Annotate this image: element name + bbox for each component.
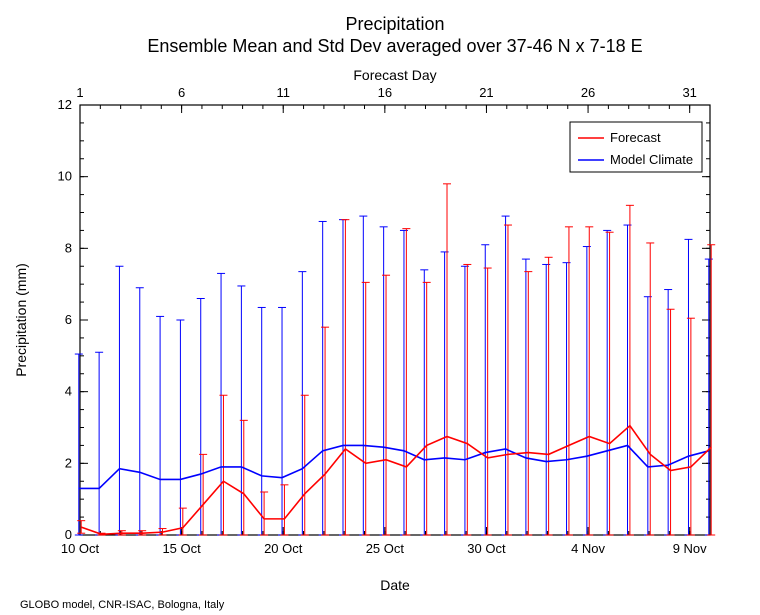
x-tick-label: 10 Oct <box>61 541 100 556</box>
footer-text: GLOBO model, CNR-ISAC, Bologna, Italy <box>20 599 225 611</box>
y-tick-label: 10 <box>58 169 72 184</box>
x-top-tick-label: 31 <box>682 85 696 100</box>
x-tick-label: 9 Nov <box>673 541 707 556</box>
y-tick-label: 6 <box>65 312 72 327</box>
y-tick-label: 0 <box>65 527 72 542</box>
y-tick-label: 4 <box>65 384 72 399</box>
x-top-tick-label: 26 <box>581 85 595 100</box>
x-top-tick-label: 21 <box>479 85 493 100</box>
series-line <box>79 445 709 488</box>
x-tick-label: 4 Nov <box>571 541 605 556</box>
chart-container: Precipitation Ensemble Mean and Std Dev … <box>0 0 760 615</box>
plot-area: 0 2 4 6 8 10 12 10 Oct 15 Oct 20 Oct 25 Oct 30 Oct 4… <box>58 85 716 556</box>
legend-label: Model Climate <box>610 152 693 167</box>
y-tick-label: 12 <box>58 97 72 112</box>
y-tick-label: 8 <box>65 240 72 255</box>
x-top-tick-label: 6 <box>178 85 185 100</box>
x-top-tick-label: 16 <box>378 85 392 100</box>
x-tick-label: 25 Oct <box>366 541 405 556</box>
x-top-tick-label: 1 <box>76 85 83 100</box>
y-tick-label: 2 <box>65 455 72 470</box>
legend-label: Forecast <box>610 130 661 145</box>
chart-svg: Precipitation Ensemble Mean and Std Dev … <box>0 0 760 615</box>
y-axis-title: Precipitation (mm) <box>13 263 29 377</box>
x-tick-label: 15 Oct <box>162 541 201 556</box>
chart-title-1: Precipitation <box>345 14 444 34</box>
x-tick-label: 20 Oct <box>264 541 303 556</box>
top-axis-title: Forecast Day <box>353 67 436 83</box>
x-tick-label: 30 Oct <box>467 541 506 556</box>
chart-title-2: Ensemble Mean and Std Dev averaged over … <box>147 36 642 56</box>
x-top-tick-label: 11 <box>276 85 290 100</box>
bottom-axis-title: Date <box>380 577 410 593</box>
